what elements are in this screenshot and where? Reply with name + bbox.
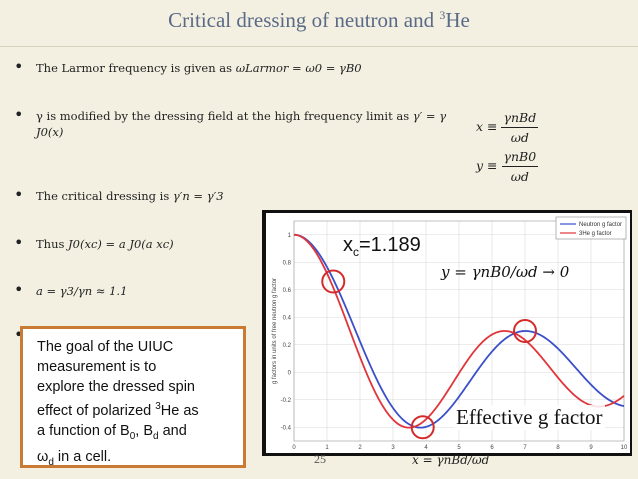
y-tick-label: -0.4 <box>281 425 292 431</box>
y-tick-label: 0.8 <box>283 260 292 266</box>
effective-g-label: Effective g factor <box>454 405 605 430</box>
x-tick-label: 8 <box>556 445 560 451</box>
y-tick-label: -0.2 <box>281 398 292 404</box>
neutron-g-curve <box>293 233 625 429</box>
x-tick-label: 4 <box>424 445 428 451</box>
x-tick-label: 6 <box>490 445 494 451</box>
x-axis-definition: x = γnBd/ωd <box>412 453 490 467</box>
y-tick-label: 0 <box>288 370 292 376</box>
crossing-marker <box>410 415 435 440</box>
variable-definitions: x ≡ γnBd ωd y ≡ γnB0 ωd <box>476 110 576 184</box>
legend-neutron: Neutron g factor <box>579 222 622 228</box>
bullet-larmor: The Larmor frequency is given as ωLarmor… <box>10 59 456 76</box>
x-tick-label: 3 <box>391 445 395 451</box>
bullet-list: The Larmor frequency is given as ωLarmor… <box>10 59 450 391</box>
x-tick-label: 2 <box>358 445 362 451</box>
x-tick-label: 7 <box>523 445 527 451</box>
y-condition-annotation: y = γnB0/ωd → 0 <box>441 263 570 281</box>
slide-title: Critical dressing of neutron and 3He <box>168 8 470 32</box>
y-axis-label: g factors in units of free neutron g fac… <box>272 278 278 384</box>
bullet-critical-dressing: The critical dressing is γ′n = γ′3 <box>10 187 456 204</box>
page-number: 25 <box>314 452 326 466</box>
x-tick-label: 1 <box>325 445 329 451</box>
bullet-a-ratio: a = γ3/γn ≈ 1.1 <box>10 282 456 299</box>
legend-he3: 3He g factor <box>579 231 612 237</box>
y-tick-label: 0.2 <box>283 343 292 349</box>
x-tick-label: 9 <box>589 445 593 451</box>
bullet-thus: Thus J0(xc) = a J0(a xc) <box>10 235 456 252</box>
crossing-marker <box>321 269 346 294</box>
y-definition: y ≡ γnB0 ωd <box>476 149 539 184</box>
title-divider <box>0 46 638 47</box>
y-tick-label: 1 <box>288 233 292 239</box>
plot-axes-box <box>293 220 625 442</box>
x-tick-label: 5 <box>457 445 461 451</box>
crossing-marker <box>513 319 537 343</box>
x-tick-label: 10 <box>621 445 628 451</box>
y-tick-label: 0.4 <box>283 315 292 321</box>
he3-g-curve <box>293 233 625 429</box>
y-tick-label: 0.6 <box>283 288 292 294</box>
bullet-gamma-modified: γ is modified by the dressing field at t… <box>10 107 456 140</box>
xc-annotation: xc=1.189 <box>343 234 421 259</box>
goal-callout: The goal of the UIUC measurement is to e… <box>20 326 246 468</box>
g-factor-plot: 0 1 2 3 4 5 6 7 8 9 10 1 0.8 0.6 0.4 0.2 0 -0.2 -0.4 g fac… <box>266 213 630 453</box>
legend: Neutron g factor 3He g factor <box>555 216 627 240</box>
x-tick-label: 0 <box>292 445 296 451</box>
x-definition: x ≡ γnBd ωd <box>476 110 539 145</box>
